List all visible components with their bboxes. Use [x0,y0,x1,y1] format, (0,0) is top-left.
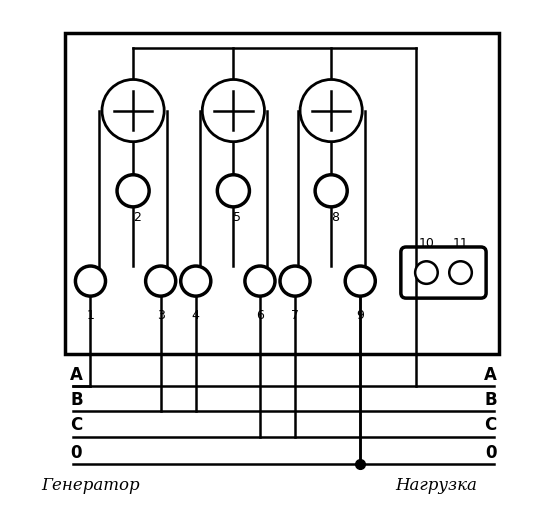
Text: 0: 0 [485,444,497,461]
Text: Нагрузка: Нагрузка [396,477,477,494]
Text: A: A [71,366,83,384]
Text: Генератор: Генератор [41,477,140,494]
Text: 9: 9 [356,309,364,321]
Text: 5: 5 [233,211,241,224]
Text: 3: 3 [157,309,164,321]
Circle shape [181,266,211,296]
Circle shape [202,80,264,141]
Circle shape [245,266,275,296]
Text: 0: 0 [71,444,82,461]
Text: 4: 4 [192,309,200,321]
Circle shape [217,175,250,207]
Text: C: C [71,416,83,434]
Text: 7: 7 [291,309,299,321]
Bar [65,33,499,354]
Circle shape [102,80,164,141]
Circle shape [415,261,438,284]
Text: B: B [71,391,83,409]
Text: B: B [484,391,497,409]
Text: C: C [485,416,497,434]
Circle shape [345,266,375,296]
Text: A: A [484,366,497,384]
Text: 2: 2 [133,211,141,224]
Circle shape [146,266,176,296]
Text: 11: 11 [453,237,469,250]
Circle shape [300,80,362,141]
Text: 10: 10 [418,237,434,250]
Circle shape [449,261,472,284]
Circle shape [280,266,310,296]
Circle shape [117,175,149,207]
Circle shape [76,266,105,296]
Circle shape [315,175,347,207]
Text: 1: 1 [87,309,94,321]
Text: 6: 6 [256,309,264,321]
FancyBboxPatch shape [401,247,486,298]
Text: 8: 8 [331,211,339,224]
